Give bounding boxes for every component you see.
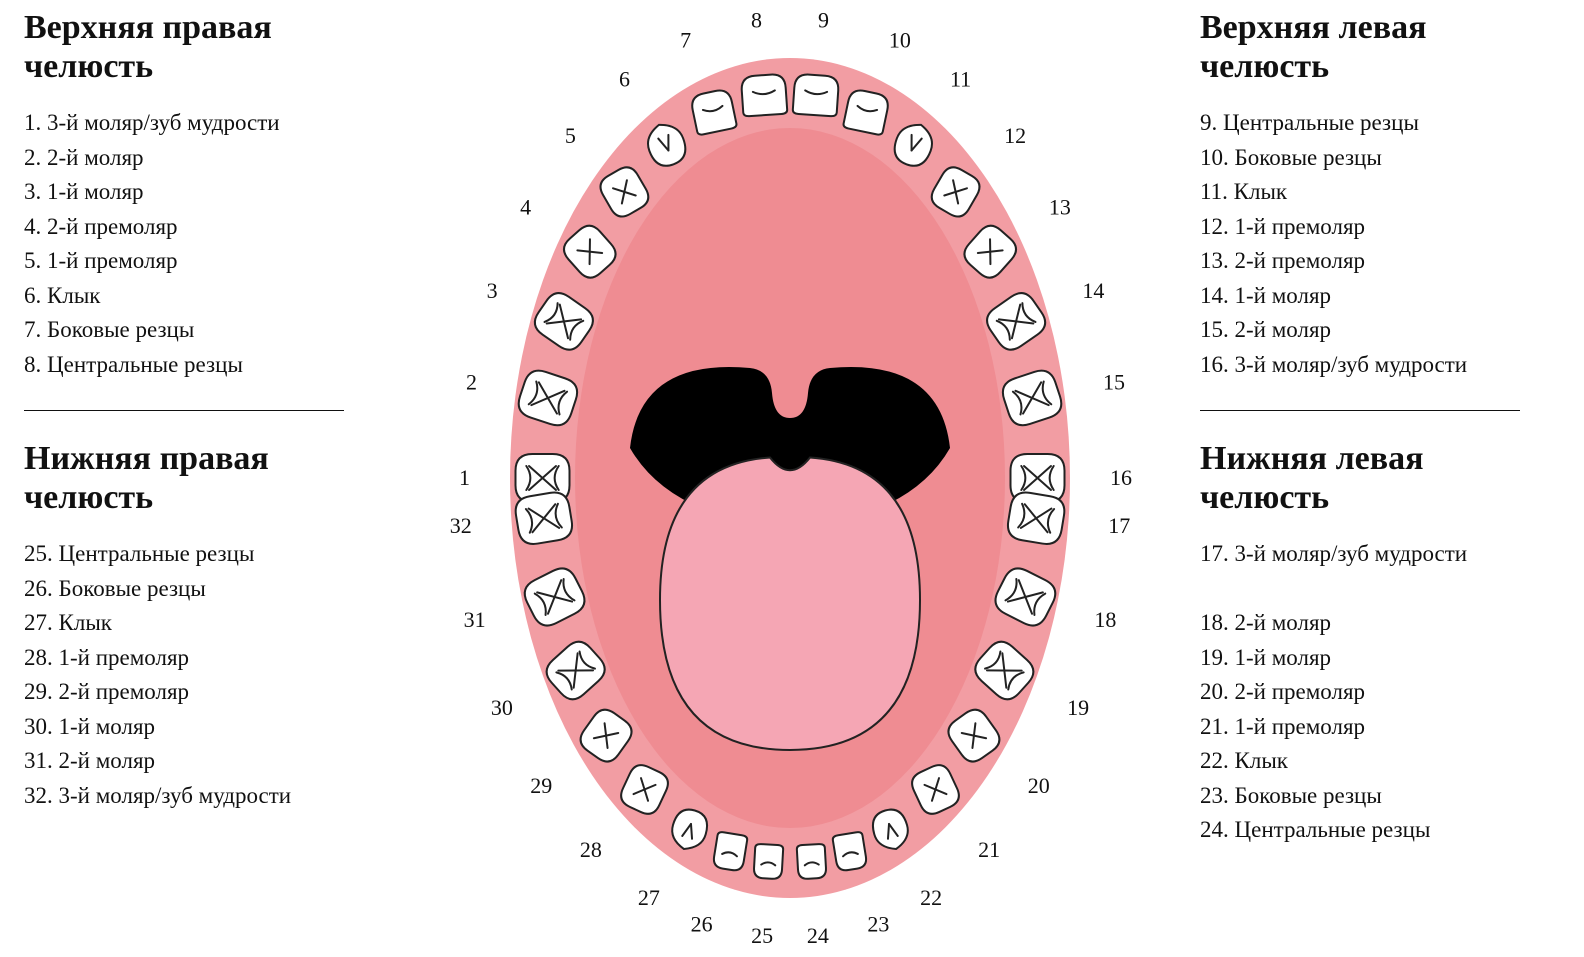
tooth-number-15: 15 xyxy=(1103,369,1125,394)
tooth-list-item: 21. 1-й премоляр xyxy=(1200,710,1560,745)
tooth-list-item: 5. 1-й премоляр xyxy=(24,244,384,279)
tooth-list-item: 9. Центральные резцы xyxy=(1200,106,1560,141)
tooth-list-item: 8. Центральные резцы xyxy=(24,348,384,383)
tooth-list-item: 27. Клык xyxy=(24,606,384,641)
tooth-list-item: 32. 3-й моляр/зуб мудрости xyxy=(24,779,384,814)
heading-lower-left: Нижняя левая челюсть xyxy=(1200,439,1560,517)
tooth-list-item: 18. 2-й моляр xyxy=(1200,606,1560,641)
tooth-number-9: 9 xyxy=(818,8,829,33)
tooth-list-item: 16. 3-й моляр/зуб мудрости xyxy=(1200,348,1560,383)
dental-chart-page: Верхняя правая челюсть 1. 3-й моляр/зуб … xyxy=(0,0,1584,957)
tooth-number-26: 26 xyxy=(691,911,713,936)
tooth-24 xyxy=(797,844,827,880)
tooth-number-13: 13 xyxy=(1049,195,1071,220)
tooth-number-10: 10 xyxy=(889,28,911,53)
col-upper-right: Верхняя правая челюсть 1. 3-й моляр/зуб … xyxy=(24,8,384,813)
tooth-list-item: 11. Клык xyxy=(1200,175,1560,210)
tooth-32 xyxy=(513,490,574,546)
tooth-10 xyxy=(843,88,890,135)
tooth-list-item: 19. 1-й моляр xyxy=(1200,641,1560,676)
tooth-number-17: 17 xyxy=(1108,513,1130,538)
tooth-number-6: 6 xyxy=(619,67,630,92)
tooth-number-11: 11 xyxy=(950,67,971,92)
tooth-list-item: 4. 2-й премоляр xyxy=(24,210,384,245)
tooth-9 xyxy=(793,74,840,117)
tooth-list-item: 13. 2-й премоляр xyxy=(1200,244,1560,279)
tooth-list-item: 1. 3-й моляр/зуб мудрости xyxy=(24,106,384,141)
tooth-number-4: 4 xyxy=(520,195,531,220)
tooth-list-item: 30. 1-й моляр xyxy=(24,710,384,745)
divider-left xyxy=(24,410,344,411)
tooth-list-item: 23. Боковые резцы xyxy=(1200,779,1560,814)
heading-lower-right: Нижняя правая челюсть xyxy=(24,439,384,517)
tooth-list-item: 26. Боковые резцы xyxy=(24,572,384,607)
tooth-list-item: 7. Боковые резцы xyxy=(24,313,384,348)
tooth-number-22: 22 xyxy=(920,885,942,910)
tooth-list-item: 20. 2-й премоляр xyxy=(1200,675,1560,710)
heading-upper-left: Верхняя левая челюсть xyxy=(1200,8,1560,86)
tooth-list-item: 25. Центральные резцы xyxy=(24,537,384,572)
tooth-number-5: 5 xyxy=(565,123,576,148)
tooth-number-29: 29 xyxy=(530,773,552,798)
divider-right xyxy=(1200,410,1520,411)
tooth-26 xyxy=(712,831,747,871)
tooth-list-item: 31. 2-й моляр xyxy=(24,744,384,779)
tooth-number-19: 19 xyxy=(1067,695,1089,720)
tooth-list-item: 10. Боковые резцы xyxy=(1200,141,1560,176)
tooth-7 xyxy=(690,88,737,135)
tooth-8 xyxy=(741,74,788,117)
tooth-number-20: 20 xyxy=(1028,773,1050,798)
list-upper-left: 9. Центральные резцы10. Боковые резцы11.… xyxy=(1200,106,1560,382)
tooth-number-27: 27 xyxy=(638,885,660,910)
tooth-17 xyxy=(1006,490,1067,546)
tongue xyxy=(660,458,920,751)
tooth-list-item: 24. Центральные резцы xyxy=(1200,813,1560,848)
tooth-number-32: 32 xyxy=(450,513,472,538)
tooth-list-item xyxy=(1200,572,1560,607)
tooth-number-2: 2 xyxy=(466,369,477,394)
tooth-list-item: 6. Клык xyxy=(24,279,384,314)
tooth-number-3: 3 xyxy=(487,278,498,303)
tooth-list-item: 17. 3-й моляр/зуб мудрости xyxy=(1200,537,1560,572)
tooth-number-7: 7 xyxy=(680,28,691,53)
tooth-number-28: 28 xyxy=(580,837,602,862)
tooth-number-31: 31 xyxy=(464,607,486,632)
tooth-number-8: 8 xyxy=(751,8,762,33)
tooth-23 xyxy=(832,831,867,871)
tooth-list-item: 29. 2-й премоляр xyxy=(24,675,384,710)
tooth-list-item: 22. Клык xyxy=(1200,744,1560,779)
tooth-number-24: 24 xyxy=(807,923,829,948)
tooth-number-1: 1 xyxy=(459,465,470,490)
tooth-number-25: 25 xyxy=(751,923,773,948)
heading-upper-right: Верхняя правая челюсть xyxy=(24,8,384,86)
tooth-number-14: 14 xyxy=(1082,278,1104,303)
tooth-number-23: 23 xyxy=(867,911,889,936)
tooth-number-16: 16 xyxy=(1110,465,1132,490)
tooth-list-item: 28. 1-й премоляр xyxy=(24,641,384,676)
tooth-number-12: 12 xyxy=(1004,123,1026,148)
tooth-list-item: 14. 1-й моляр xyxy=(1200,279,1560,314)
tooth-list-item: 15. 2-й моляр xyxy=(1200,313,1560,348)
col-upper-left: Верхняя левая челюсть 9. Центральные рез… xyxy=(1200,8,1560,848)
list-lower-right: 25. Центральные резцы26. Боковые резцы27… xyxy=(24,537,384,813)
list-lower-left: 17. 3-й моляр/зуб мудрости 18. 2-й моляр… xyxy=(1200,537,1560,848)
tooth-list-item: 2. 2-й моляр xyxy=(24,141,384,176)
tooth-list-item: 3. 1-й моляр xyxy=(24,175,384,210)
list-upper-right: 1. 3-й моляр/зуб мудрости2. 2-й моляр3. … xyxy=(24,106,384,382)
tooth-25 xyxy=(753,844,783,880)
mouth-diagram: 8765432191011121314151617181920212223242… xyxy=(380,0,1200,957)
tooth-number-21: 21 xyxy=(978,837,1000,862)
tooth-number-18: 18 xyxy=(1094,607,1116,632)
tooth-list-item: 12. 1-й премоляр xyxy=(1200,210,1560,245)
tooth-number-30: 30 xyxy=(491,695,513,720)
